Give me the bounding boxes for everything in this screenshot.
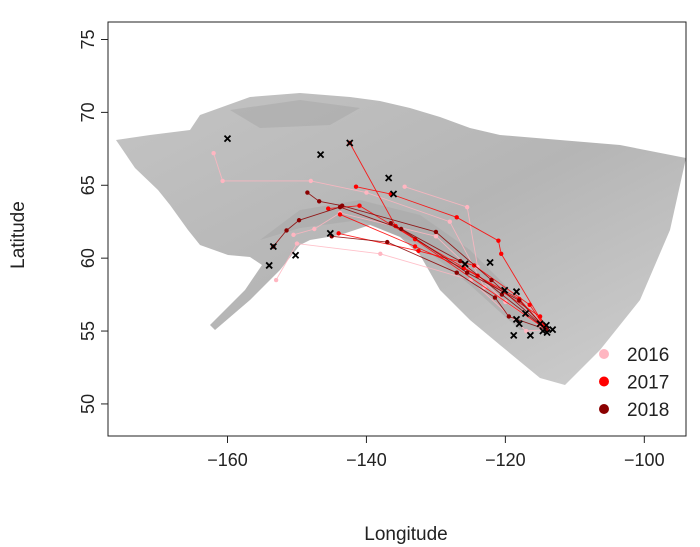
x-marker bbox=[316, 151, 325, 159]
track-point-2017 bbox=[454, 215, 459, 220]
track-point-2016 bbox=[524, 328, 529, 334]
x-markers-layer bbox=[223, 134, 557, 340]
track-point-2017 bbox=[537, 314, 543, 319]
x-marker bbox=[291, 251, 300, 259]
track-point-2017 bbox=[337, 212, 343, 217]
track-point-2018 bbox=[296, 218, 302, 223]
track-line-2016 bbox=[275, 243, 547, 332]
track-point-2017 bbox=[412, 244, 418, 249]
x-marker bbox=[548, 325, 557, 334]
track-point-2017 bbox=[499, 251, 504, 256]
tracks-layer bbox=[211, 140, 549, 334]
track-point-2017 bbox=[496, 238, 501, 243]
x-marker bbox=[326, 229, 334, 238]
y-tick-label: 55 bbox=[78, 321, 98, 341]
track-point-2017 bbox=[336, 231, 341, 236]
track-point-2017 bbox=[326, 206, 331, 211]
track-point-2018 bbox=[385, 239, 390, 245]
legend-marker-2017 bbox=[599, 376, 609, 387]
track-line-2018 bbox=[307, 192, 547, 330]
x-marker bbox=[265, 261, 273, 270]
x-marker bbox=[542, 321, 550, 329]
track-point-2018 bbox=[464, 270, 470, 275]
track-line-2017 bbox=[328, 205, 547, 330]
track-point-2018 bbox=[305, 190, 310, 195]
y-tick-label: 75 bbox=[78, 29, 98, 49]
track-point-2018 bbox=[517, 298, 522, 303]
track-point-2016 bbox=[402, 184, 407, 189]
x-marker bbox=[461, 260, 469, 268]
x-marker bbox=[526, 331, 535, 340]
legend-marker-2018 bbox=[599, 404, 609, 414]
x-marker bbox=[501, 286, 509, 294]
track-point-2016 bbox=[464, 204, 470, 210]
x-marker bbox=[385, 174, 393, 182]
track-point-2016 bbox=[291, 232, 296, 238]
x-marker bbox=[539, 327, 547, 335]
x-marker bbox=[512, 288, 521, 296]
track-point-2017 bbox=[527, 302, 532, 308]
track-point-2018 bbox=[499, 292, 505, 297]
track-point-2016 bbox=[447, 219, 452, 224]
x-marker bbox=[223, 134, 232, 143]
track-point-2017 bbox=[412, 237, 418, 242]
track-point-2016 bbox=[220, 178, 225, 184]
track-point-2017 bbox=[353, 184, 359, 189]
track-line-2018 bbox=[272, 206, 547, 330]
y-axis-label: Latitude bbox=[8, 201, 29, 269]
track-point-2016 bbox=[378, 251, 383, 256]
track-point-2018 bbox=[492, 295, 498, 300]
x-marker bbox=[269, 242, 277, 251]
y-axis: 50 55 60 65 70 75 bbox=[78, 29, 109, 414]
x-marker bbox=[536, 320, 544, 328]
x-tick-label: −140 bbox=[346, 450, 387, 470]
track-point-2016 bbox=[273, 277, 279, 283]
x-tick-label: −100 bbox=[624, 450, 665, 470]
legend: 2016 2017 2018 bbox=[599, 345, 669, 421]
x-marker bbox=[543, 328, 551, 337]
track-point-2016 bbox=[308, 178, 314, 184]
y-tick-label: 65 bbox=[78, 175, 98, 195]
y-tick-label: 70 bbox=[78, 102, 98, 122]
legend-label-2016: 2016 bbox=[627, 345, 669, 366]
track-point-2016 bbox=[433, 234, 439, 239]
x-marker bbox=[515, 320, 523, 328]
x-marker bbox=[389, 190, 398, 198]
x-tick-label: −120 bbox=[485, 450, 526, 470]
track-point-2016 bbox=[475, 264, 480, 270]
track-point-2018 bbox=[458, 258, 463, 264]
track-point-2018 bbox=[454, 270, 459, 275]
y-tick-label: 60 bbox=[78, 248, 98, 268]
track-point-2016 bbox=[294, 241, 300, 246]
track-point-2016 bbox=[364, 190, 369, 195]
track-point-2018 bbox=[339, 203, 345, 208]
track-point-2016 bbox=[312, 226, 317, 232]
x-marker bbox=[486, 258, 494, 267]
track-point-2017 bbox=[416, 248, 421, 254]
x-axis: −160 −140 −120 −100 bbox=[207, 435, 665, 470]
track-point-2018 bbox=[388, 220, 393, 226]
track-point-2018 bbox=[506, 314, 512, 319]
track-point-2018 bbox=[433, 229, 439, 235]
legend-label-2017: 2017 bbox=[627, 373, 669, 394]
x-marker bbox=[512, 315, 521, 324]
track-point-2018 bbox=[316, 199, 322, 204]
track-point-2018 bbox=[284, 228, 289, 233]
y-tick-label: 50 bbox=[78, 394, 98, 414]
legend-label-2018: 2018 bbox=[627, 400, 669, 421]
x-marker bbox=[510, 331, 518, 340]
x-tick-label: −160 bbox=[207, 450, 248, 470]
landmass bbox=[116, 93, 686, 385]
x-marker bbox=[521, 309, 530, 318]
legend-marker-2016 bbox=[599, 349, 609, 359]
x-axis-label: Longitude bbox=[364, 524, 447, 545]
track-point-2016 bbox=[211, 150, 216, 156]
track-point-2018 bbox=[489, 277, 494, 283]
track-point-2017 bbox=[357, 203, 362, 208]
track-line-2017 bbox=[355, 186, 546, 327]
x-marker bbox=[346, 139, 354, 147]
